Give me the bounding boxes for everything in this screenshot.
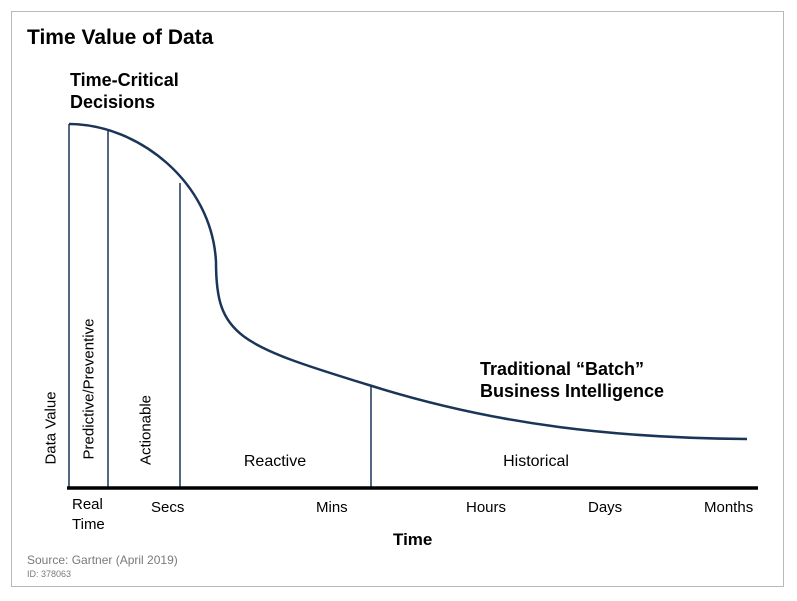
- x-tick-real-time-line2: Time: [72, 516, 105, 533]
- figure-frame: [11, 11, 784, 587]
- data-value-curve: [68, 122, 748, 441]
- annotation-batch-bi-line2: Business Intelligence: [480, 381, 665, 401]
- x-tick-real-time: Real Time: [72, 495, 105, 535]
- zone-label-actionable: Actionable: [137, 394, 155, 466]
- document-id: ID: 378063: [27, 569, 72, 579]
- y-axis-label: Data Value: [42, 391, 60, 465]
- annotation-batch-bi-line1: Traditional “Batch”: [480, 359, 645, 379]
- zone-label-historical: Historical: [503, 453, 569, 470]
- zone-label-predictive: Predictive/Preventive: [80, 318, 98, 460]
- annotation-time-critical-line2: Decisions: [70, 92, 156, 112]
- diagram-title: Time Value of Data: [27, 26, 214, 49]
- x-tick-mins: Mins: [316, 499, 348, 516]
- x-tick-real-time-line1: Real: [72, 496, 103, 513]
- source-note: Source: Gartner (April 2019): [27, 553, 178, 567]
- x-tick-secs: Secs: [151, 499, 185, 516]
- x-tick-months: Months: [704, 499, 754, 516]
- zone-label-reactive: Reactive: [243, 453, 307, 470]
- annotation-time-critical-line1: Time-Critical: [70, 70, 179, 90]
- x-tick-days: Days: [588, 499, 623, 516]
- x-tick-hours: Hours: [466, 499, 507, 516]
- annotation-batch-bi: Traditional “Batch” Business Intelligenc…: [480, 358, 664, 402]
- annotation-time-critical: Time-Critical Decisions: [70, 69, 179, 113]
- x-axis-title: Time: [393, 530, 433, 549]
